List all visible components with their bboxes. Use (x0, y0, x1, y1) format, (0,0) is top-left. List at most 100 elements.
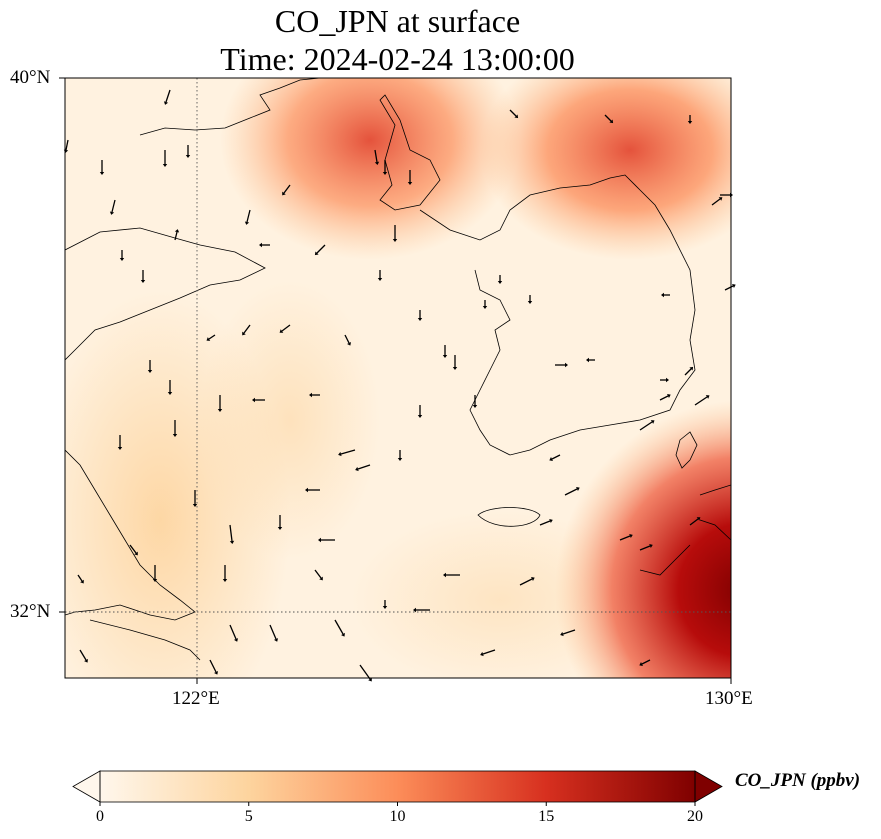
wind-arrowhead (252, 397, 255, 403)
wind-arrowhead (347, 342, 351, 346)
wind-arrow (374, 149, 378, 163)
wind-arrowhead (661, 292, 664, 298)
wind-arrowhead (629, 533, 633, 539)
wind-arrowhead (480, 651, 484, 657)
wind-arrowhead (443, 572, 446, 578)
wind-arrow (509, 109, 517, 117)
gridlines (65, 78, 731, 678)
wind-arrowhead (99, 172, 105, 175)
wind-arrow (639, 421, 653, 431)
wind-arrow (711, 198, 721, 206)
wind-arrowhead (355, 466, 359, 472)
wind-arrowhead (305, 487, 308, 493)
wind-arrow (689, 518, 699, 526)
wind-arrow (77, 574, 83, 582)
wind-arrowhead (319, 576, 323, 581)
wind-arrowhead (413, 607, 416, 613)
lat-label-32n: 32°N (10, 601, 51, 622)
colorbar-tick-label: 10 (389, 808, 406, 825)
map-frame (64, 77, 732, 679)
wind-arrow (208, 334, 216, 340)
wind-arrow (209, 659, 217, 673)
wind-arrowhead (382, 172, 388, 175)
wind-arrowhead (705, 395, 710, 399)
wind-arrowhead (649, 543, 653, 549)
wind-arrowhead (452, 367, 458, 370)
wind-arrowhead (586, 357, 589, 363)
wind-arrowhead (119, 258, 125, 261)
wind-arrowhead (279, 329, 284, 333)
wind-arrow (694, 396, 708, 406)
lon-label-130e: 130°E (705, 688, 753, 709)
colorbar-gradient (100, 771, 695, 802)
wind-arrowhead (565, 362, 568, 368)
wind-arrowhead (442, 355, 448, 358)
wind-arrowhead (167, 392, 173, 395)
wind-arrowhead (318, 537, 321, 543)
wind-arrowhead (117, 447, 123, 450)
wind-arrow (639, 545, 651, 551)
colorbar-high-extend (694, 770, 723, 803)
wind-arrowhead (134, 551, 138, 556)
wind-arrow (641, 659, 651, 665)
colorbar (72, 770, 723, 806)
colorbar-tick-label: 15 (538, 808, 555, 825)
wind-arrowhead (162, 164, 168, 167)
wind-arrowhead (639, 662, 643, 666)
wind-arrowhead (368, 677, 372, 682)
wind-arrowhead (397, 458, 403, 461)
wind-arrow (243, 324, 251, 334)
wind-arrow (519, 578, 533, 586)
wind-arrowhead (163, 101, 169, 105)
wind-arrowhead (277, 527, 283, 530)
wind-arrowhead (609, 119, 614, 124)
wind-arrow (619, 535, 631, 541)
wind-arrow (246, 209, 251, 223)
wind-arrowhead (687, 121, 693, 124)
wind-arrowhead (377, 278, 383, 281)
wind-arrowhead (206, 337, 211, 341)
wind-arrowhead (549, 457, 553, 461)
colorbar-tick-label: 0 (96, 808, 104, 825)
wind-arrowhead (417, 318, 423, 321)
wind-arrow (111, 199, 116, 213)
wind-arrowhead (689, 366, 694, 371)
wind-arrowhead (214, 671, 218, 675)
wind-arrow (539, 520, 551, 526)
wind-arrow (165, 89, 171, 103)
wind-arrowhead (84, 658, 88, 663)
wind-arrowhead (185, 155, 191, 158)
wind-arrow (129, 544, 137, 554)
wind-arrow (340, 449, 356, 455)
wind-arrowhead (244, 221, 250, 225)
wind-arrowhead (392, 239, 398, 242)
wind-arrowhead (527, 301, 533, 304)
wind-arrowhead (650, 420, 655, 424)
wind-arrowhead (259, 242, 262, 248)
wind-arrow (174, 231, 178, 241)
wind-arrow (564, 488, 578, 496)
wind-arrowhead (576, 487, 580, 491)
map-title: CO_JPN at surface (274, 3, 521, 39)
wind-arrow (684, 368, 692, 376)
wind-arrowhead (233, 638, 239, 642)
wind-arrow (724, 285, 734, 291)
wind-arrowhead (531, 577, 535, 581)
wind-arrow (316, 244, 326, 254)
coastlines (65, 78, 731, 661)
wind-arrowhead (273, 638, 279, 642)
wind-arrowhead (341, 632, 345, 637)
wind-arrowhead (482, 306, 488, 309)
wind-arrowhead (382, 606, 388, 609)
wind-arrow (334, 619, 344, 635)
wind-arrowhead (109, 211, 115, 215)
wind-arrow (281, 324, 291, 332)
lat-label-40n: 40°N (10, 67, 51, 88)
wind-arrow (283, 184, 291, 194)
wind-arrowhead (152, 579, 158, 582)
colorbar-label: CO_JPN (ppbv) (735, 770, 861, 791)
wind-arrowhead (229, 540, 235, 544)
wind-arrowhead (314, 251, 319, 256)
concentration-field (65, 78, 731, 678)
wind-vectors (63, 89, 736, 682)
